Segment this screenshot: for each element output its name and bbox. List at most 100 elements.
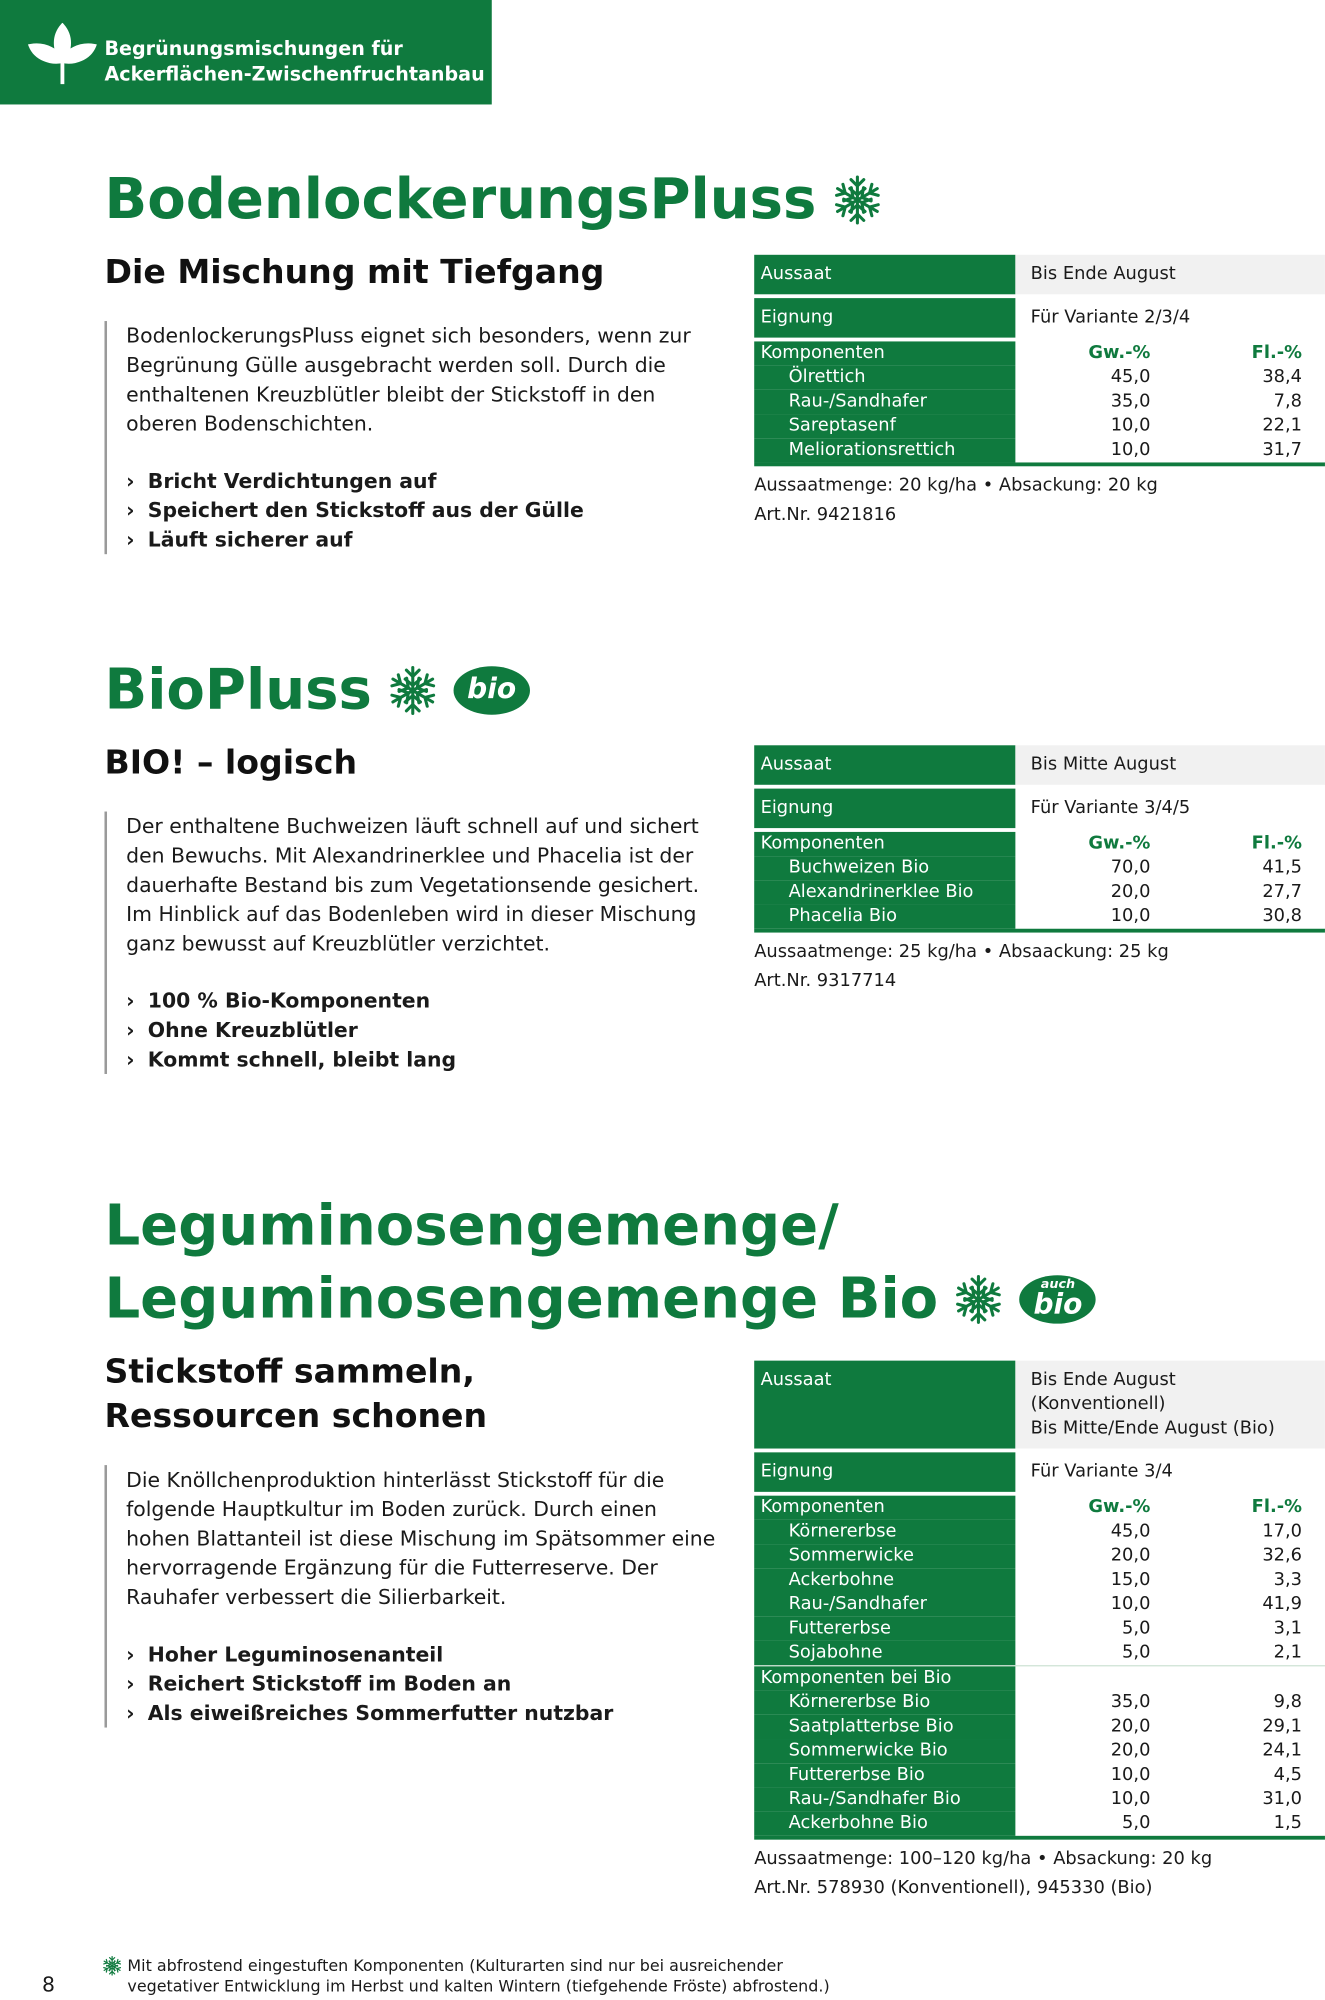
fl-value: 2,1 (1273, 1642, 1303, 1663)
gw-value: 10,0 (1110, 905, 1151, 927)
subtitle-line: BIO! – logisch (104, 744, 358, 783)
fl-value: 3,1 (1273, 1617, 1303, 1639)
group-label: Komponenten (754, 341, 1016, 366)
fl-value: 7,8 (1273, 391, 1303, 412)
aussaat-row: Aussaat Bis Ende August (Konventionell) Bi… (754, 1360, 1325, 1449)
bullet-text: Als eiweißreiches Sommerfutter nutzbar (147, 1700, 614, 1725)
aussaat-row: Aussaat Bis Ende August (754, 254, 1325, 295)
row-label: Aussaat (754, 254, 1016, 295)
subtitle-line: Ressourcen schonen (104, 1397, 488, 1436)
component-row: Futtererbse 5,0 3,1 (754, 1616, 1325, 1641)
bullet: › Läuft sicherer auf (126, 525, 725, 554)
gw-value: 20,0 (1110, 1716, 1151, 1737)
gw-value: 20,0 (1110, 1740, 1151, 1761)
gw-value: 10,0 (1110, 1764, 1151, 1785)
bullet-marker: › (126, 498, 135, 523)
header-line: Ackerflächen-Zwischenfruchtanbau (104, 62, 485, 86)
footnote-text: Mit abfrostend eingestuften Komponenten … (127, 1956, 829, 1997)
group-label: Komponenten bei Bio (754, 1666, 1016, 1691)
row-value: Bis Ende August (1015, 254, 1325, 295)
fl-value: 1,5 (1273, 1812, 1303, 1834)
section-text: Leguminosengemenge/Leguminosengemenge Bi… (104, 1190, 1097, 1728)
note: Art.Nr. 578930 (Konventionell), 945330 (… (754, 1877, 1153, 1899)
components: Komponenten Gw.-% Fl.-% Ölrettich 45,0 38,4 Ra… (754, 341, 1325, 467)
section-text: BioPluss bio BIO! – logisch Der enthaltene … (104, 654, 724, 1074)
bullet-text: Bricht Verdichtungen auf (147, 468, 437, 494)
fl-value: 22,1 (1262, 415, 1303, 436)
gw-value: 35,0 (1110, 391, 1151, 412)
bullet: › Ohne Kreuzblütler (126, 1015, 725, 1044)
note: Aussaatmenge: 100–120 kg/ha • Absackung:… (754, 1848, 1213, 1869)
components: Komponenten Gw.-% Fl.-% Körnererbse 45,0 17,0… (754, 1495, 1325, 1840)
fl-value: 24,1 (1262, 1740, 1303, 1761)
value-line: Bis Mitte/Ende August (Bio) (1030, 1417, 1275, 1439)
bullet-text: Reichert Stickstoff im Boden an (147, 1671, 512, 1696)
badge-text: auch (1040, 1277, 1076, 1292)
leaf-logo (28, 22, 97, 85)
fl-value: 17,0 (1262, 1521, 1303, 1542)
component-name: Körnererbse Bio (754, 1690, 1016, 1715)
table-notes: Aussaatmenge: 25 kg/ha • Absaackung: 25 … (754, 938, 1325, 997)
group-header: Komponenten Gw.-% Fl.-% (754, 341, 1325, 366)
bullet-marker: › (126, 988, 135, 1013)
subtitle: BIO! – logisch (104, 741, 724, 786)
spec-table: Aussaat Bis Ende August Eignung Für Variant… (754, 254, 1325, 530)
note: Aussaatmenge: 25 kg/ha • Absaackung: 25 … (754, 941, 1169, 962)
frost-icon (834, 174, 880, 224)
bullet: › 100 % Bio-Komponenten (126, 986, 725, 1015)
group-label: Komponenten (754, 1495, 1016, 1520)
note: Art.Nr. 9421816 (754, 504, 897, 525)
page-number: 8 (42, 1972, 56, 1997)
row-value: Bis Mitte August (1015, 745, 1325, 785)
component-name: Sommerwicke Bio (754, 1739, 1016, 1764)
column-header: Gw.-% (1088, 342, 1151, 364)
bullet: › Kommt schnell, bleibt lang (126, 1045, 725, 1074)
gw-value: 5,0 (1122, 1812, 1151, 1834)
value-line: Bis Ende August (Konventionell) (1030, 1369, 1176, 1415)
component-name: Sareptasenf (754, 414, 1016, 439)
column-header: Gw.-% (1088, 833, 1151, 854)
row-label: Aussaat (754, 745, 1016, 785)
bullet-marker: › (126, 468, 135, 494)
icons: bio (387, 664, 530, 715)
bullet-text: Ohne Kreuzblütler (147, 1017, 358, 1043)
component-name: Meliorationsrettich (754, 438, 1016, 463)
description-block: Der enthaltene Buchweizen läuft schnell … (104, 811, 725, 1074)
description-block: Die Knöllchenproduktion hinterlässt Stic… (104, 1465, 725, 1728)
bullet: › Bricht Verdichtungen auf (126, 466, 725, 495)
note: Aussaatmenge: 20 kg/ha • Absackung: 20 k… (754, 475, 1158, 496)
component-row: Ölrettich 45,0 38,4 (754, 365, 1325, 390)
component-name: Sojabohne (754, 1640, 1016, 1666)
bullet: › Speichert den Stickstoff aus der Gülle (126, 496, 725, 525)
gw-value: 20,0 (1110, 881, 1151, 902)
value-line: Bis Ende August (1030, 263, 1176, 285)
column-header: Fl.-% (1251, 833, 1303, 854)
fl-value: 3,3 (1273, 1569, 1303, 1590)
component-row: Rau-/Sandhafer 35,0 7,8 (754, 389, 1325, 415)
gw-value: 20,0 (1110, 1545, 1151, 1566)
bullet-marker: › (126, 1642, 135, 1667)
aussaat-row: Aussaat Bis Mitte August (754, 745, 1325, 785)
section-title: BodenlockerungsPluss (104, 163, 882, 236)
bullet-marker: › (126, 1047, 135, 1072)
component-row: Sommerwicke Bio 20,0 24,1 (754, 1739, 1325, 1764)
bullet: › Als eiweißreiches Sommerfutter nutzbar (126, 1698, 725, 1727)
component-name: Ackerbohne (754, 1568, 1016, 1593)
eignung-row: Eignung Für Variante 2/3/4 (754, 298, 1325, 338)
bullet-list: › Hoher Leguminosenanteil › Reichert Sticks… (126, 1640, 725, 1728)
note: Art.Nr. 9317714 (754, 970, 897, 992)
title-text: BodenlockerungsPluss (104, 166, 817, 232)
gw-value: 15,0 (1110, 1569, 1151, 1590)
component-row: Sareptasenf 10,0 22,1 (754, 414, 1325, 439)
badge-text: bio (467, 673, 517, 706)
column-header: Gw.-% (1088, 1496, 1151, 1518)
fl-value: 27,7 (1262, 881, 1303, 902)
group-header: Komponenten Gw.-% Fl.-% (754, 831, 1325, 857)
gw-value: 70,0 (1110, 857, 1151, 878)
spacer (1015, 1666, 1325, 1690)
subtitle: Stickstoff sammeln, Ressourcen schonen (104, 1350, 1096, 1439)
component-name: Ackerbohne Bio (754, 1811, 1016, 1836)
component-row: Sojabohne 5,0 2,1 (754, 1640, 1325, 1666)
bullet-marker: › (126, 1017, 135, 1043)
subtitle: Die Mischung mit Tiefgang (104, 251, 882, 296)
